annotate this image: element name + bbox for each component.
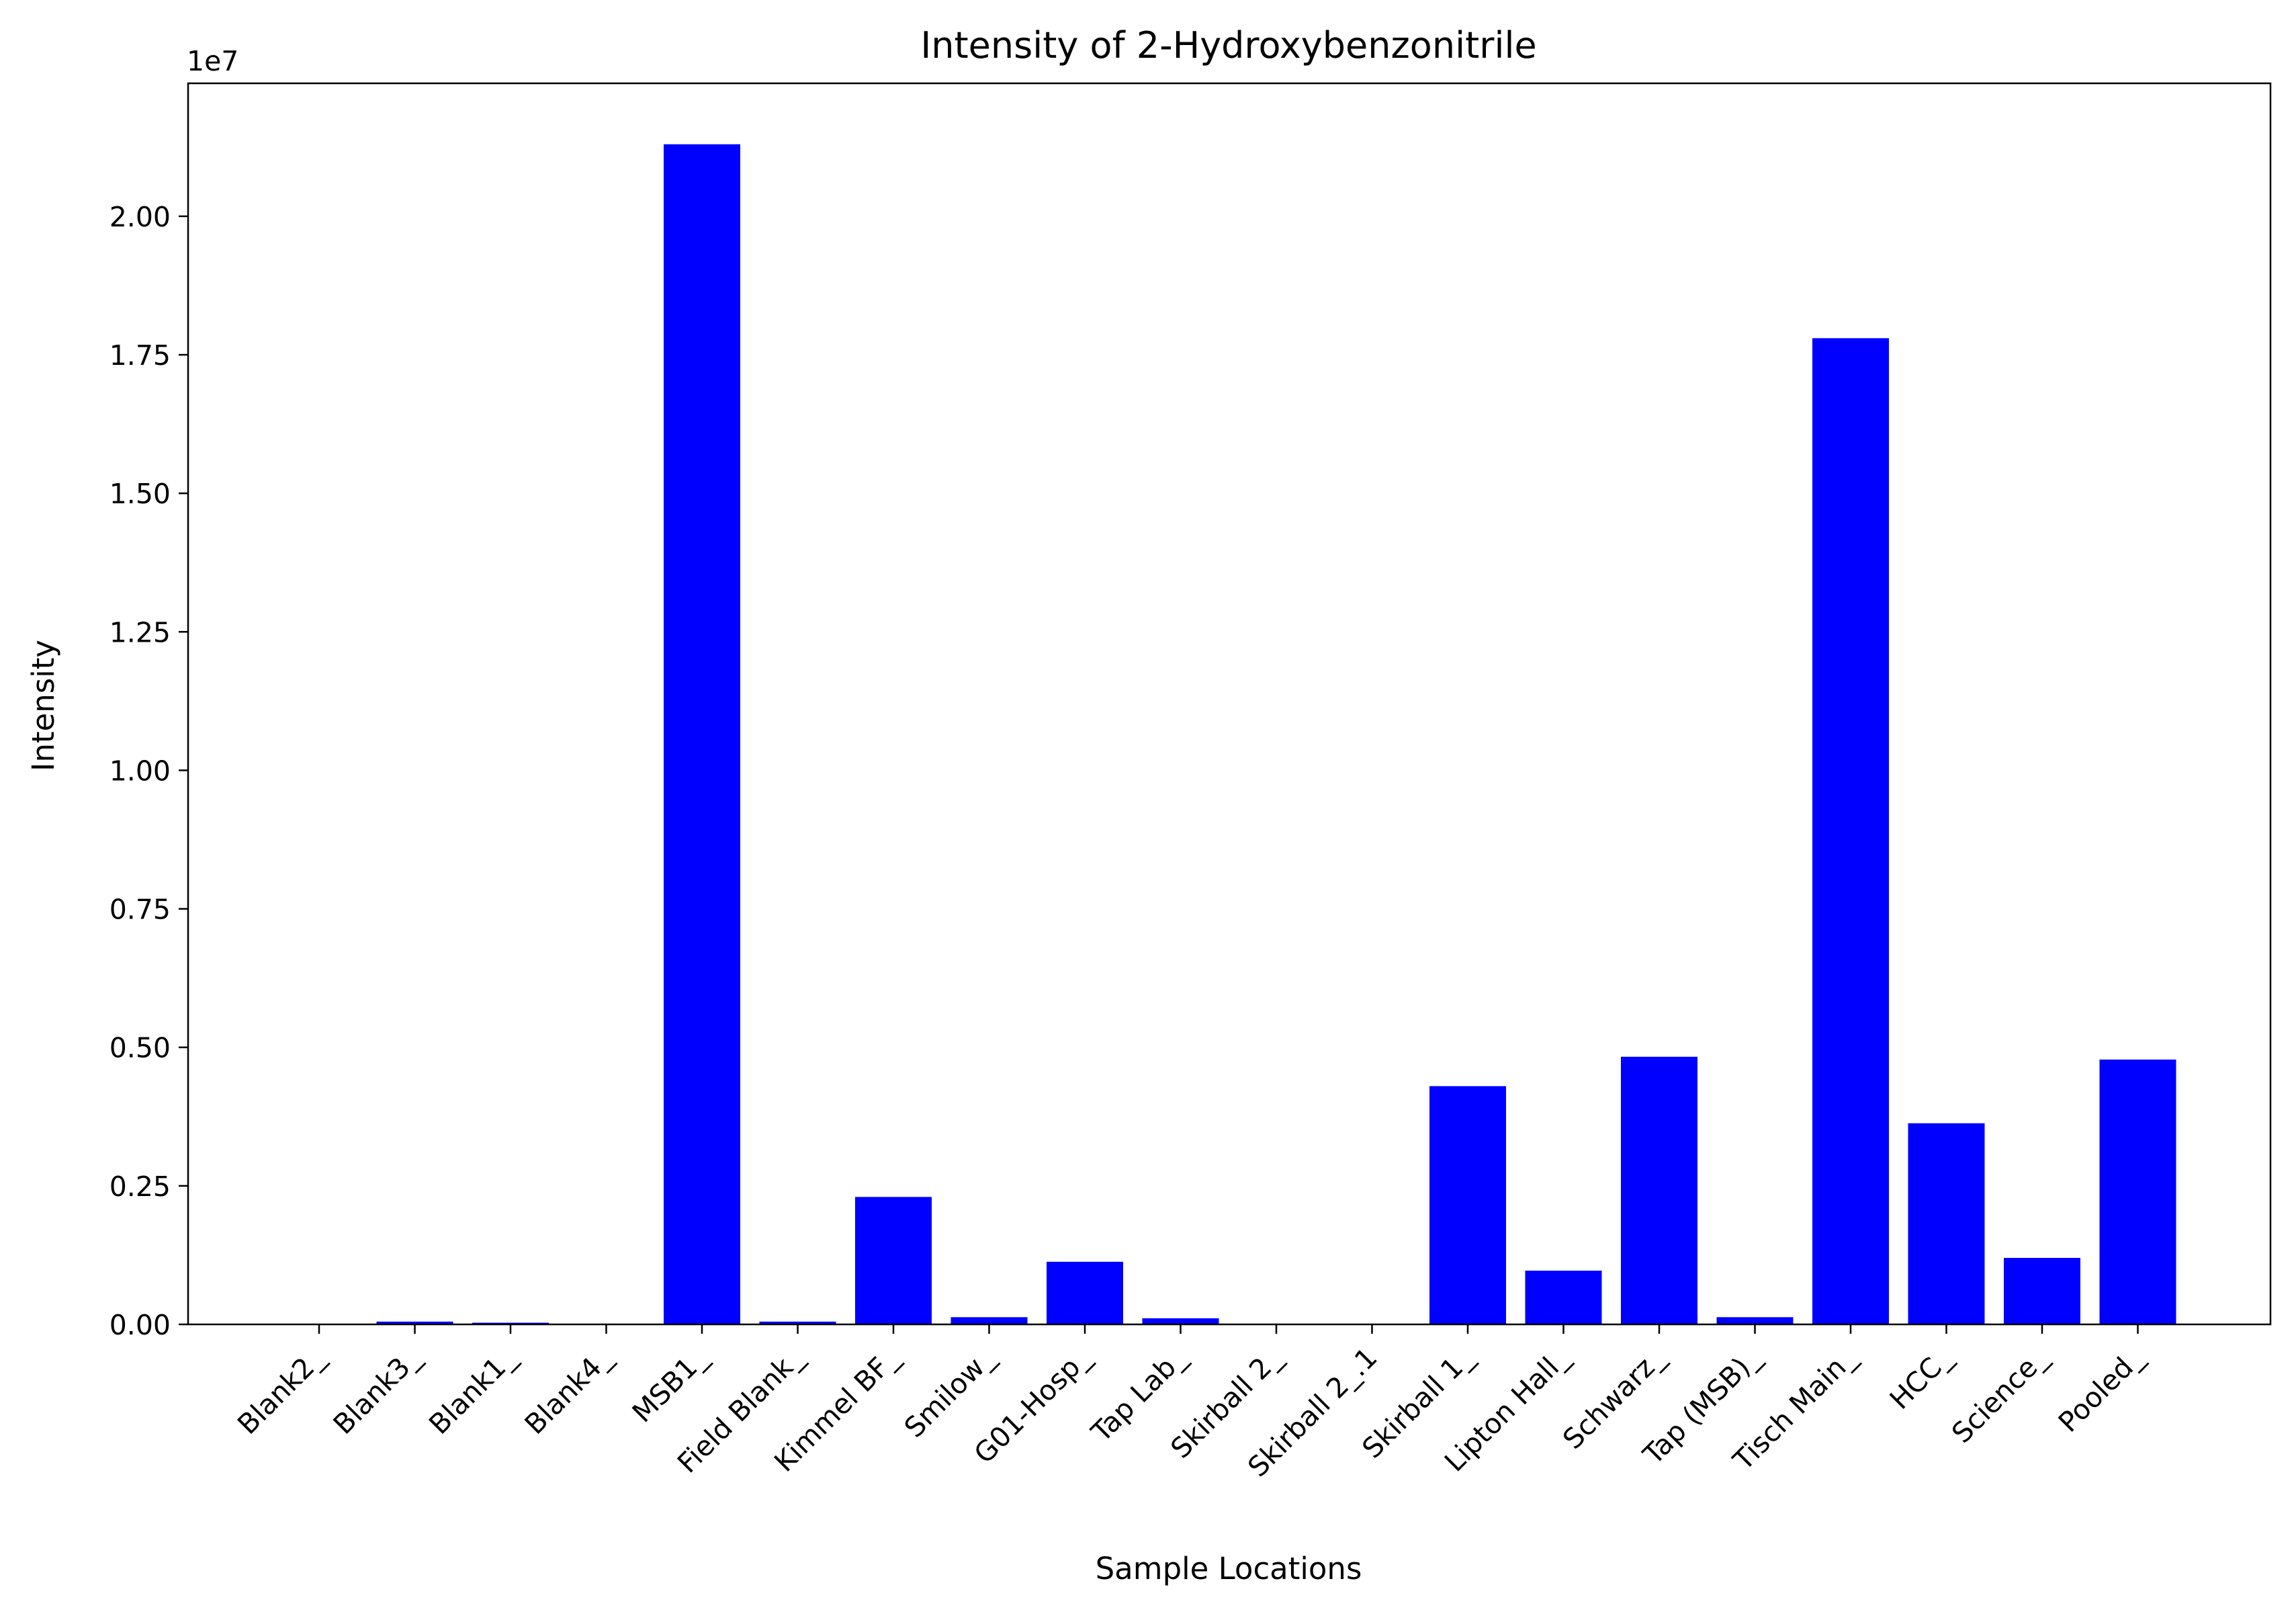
bar-15 — [1716, 1317, 1794, 1324]
bar-18 — [2004, 1258, 2080, 1324]
y-tick-label-6: 1.50 — [109, 478, 171, 510]
y-tick-label-7: 1.75 — [109, 339, 171, 372]
bar-5 — [759, 1321, 836, 1324]
y-axis-offset-label: 1e7 — [187, 45, 238, 77]
y-tick-label-3: 0.75 — [109, 894, 171, 926]
y-tick-label-0: 0.00 — [109, 1309, 171, 1341]
bar-7 — [951, 1317, 1028, 1324]
x-axis-label: Sample Locations — [1096, 1551, 1362, 1586]
bar-4 — [664, 144, 740, 1324]
plot-frame — [187, 82, 2272, 1326]
bar-16 — [1812, 338, 1889, 1324]
bar-13 — [1525, 1271, 1602, 1324]
bars-group — [376, 144, 2176, 1324]
bar-1 — [376, 1321, 453, 1324]
y-tick-label-1: 0.25 — [109, 1171, 171, 1203]
bar-8 — [1047, 1261, 1123, 1324]
bar-12 — [1429, 1086, 1506, 1324]
bar-9 — [1142, 1318, 1219, 1324]
chart-title: Intensity of 2-Hydroxybenzonitrile — [920, 24, 1536, 67]
y-tick-label-4: 1.00 — [109, 755, 171, 787]
y-axis-ticks: 0.00 0.25 0.50 0.75 1.00 1.25 1.50 1.75 2.00 — [109, 201, 188, 1341]
y-tick-label-2: 0.50 — [109, 1032, 171, 1064]
y-axis-label: Intensity — [26, 640, 61, 771]
y-tick-label-8: 2.00 — [109, 201, 171, 233]
bar-14 — [1621, 1056, 1697, 1324]
bar-6 — [855, 1197, 932, 1324]
bar-17 — [1908, 1123, 1985, 1324]
y-tick-label-5: 1.25 — [109, 616, 171, 648]
bar-19 — [2099, 1059, 2176, 1324]
